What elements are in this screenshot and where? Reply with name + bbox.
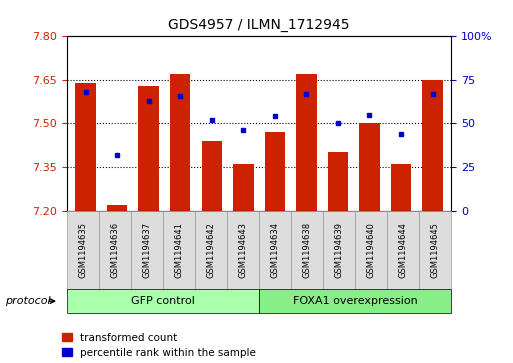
Text: GSM1194639: GSM1194639 bbox=[334, 221, 344, 278]
Text: GSM1194634: GSM1194634 bbox=[270, 221, 280, 278]
Text: GSM1194645: GSM1194645 bbox=[431, 222, 440, 277]
Bar bbox=[139, 86, 159, 211]
Bar bbox=[422, 80, 443, 211]
Bar bbox=[75, 83, 96, 211]
Text: FOXA1 overexpression: FOXA1 overexpression bbox=[293, 296, 418, 306]
Bar bbox=[170, 74, 190, 211]
Bar bbox=[202, 141, 222, 211]
Text: GSM1194641: GSM1194641 bbox=[174, 222, 184, 277]
Bar bbox=[296, 74, 317, 211]
Text: GSM1194643: GSM1194643 bbox=[239, 221, 248, 278]
Text: GSM1194636: GSM1194636 bbox=[110, 221, 120, 278]
Text: GSM1194640: GSM1194640 bbox=[367, 222, 376, 277]
Title: GDS4957 / ILMN_1712945: GDS4957 / ILMN_1712945 bbox=[168, 19, 350, 33]
Text: GSM1194644: GSM1194644 bbox=[399, 222, 408, 277]
Bar bbox=[233, 164, 253, 211]
Text: GSM1194638: GSM1194638 bbox=[303, 221, 312, 278]
Legend: transformed count, percentile rank within the sample: transformed count, percentile rank withi… bbox=[62, 333, 256, 358]
Text: GSM1194642: GSM1194642 bbox=[206, 222, 215, 277]
Text: GSM1194635: GSM1194635 bbox=[78, 221, 87, 278]
Bar bbox=[265, 132, 285, 211]
Text: GSM1194637: GSM1194637 bbox=[142, 221, 151, 278]
Text: GFP control: GFP control bbox=[131, 296, 195, 306]
Text: protocol: protocol bbox=[5, 296, 51, 306]
Bar bbox=[328, 152, 348, 211]
Bar bbox=[359, 123, 380, 211]
Bar bbox=[391, 164, 411, 211]
Bar bbox=[107, 205, 127, 211]
